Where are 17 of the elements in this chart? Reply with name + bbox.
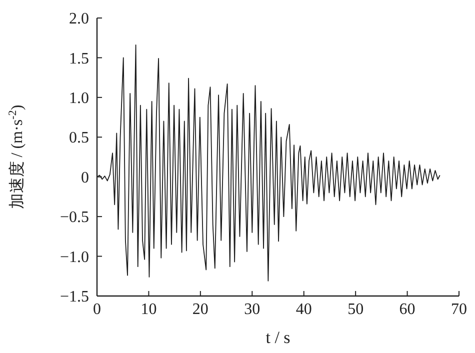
x-tick-label: 20 bbox=[192, 301, 208, 318]
y-tick-label: −0.5 bbox=[60, 209, 89, 226]
y-tick-label: 0 bbox=[81, 169, 89, 186]
x-tick-label: 10 bbox=[140, 301, 157, 318]
x-tick-label: 70 bbox=[451, 301, 467, 318]
y-tick-label: −1.0 bbox=[60, 248, 89, 266]
y-tick-label: 2.0 bbox=[69, 10, 89, 28]
y-tick-label: −1.5 bbox=[60, 288, 89, 306]
y-tick-label: 1.0 bbox=[69, 90, 89, 108]
y-tick-label: 1.5 bbox=[69, 50, 89, 68]
x-axis-title: t / s bbox=[266, 328, 290, 347]
x-tick-label: 40 bbox=[296, 301, 312, 318]
x-tick-label: 0 bbox=[93, 301, 101, 318]
y-tick-label: 0.5 bbox=[69, 130, 89, 147]
x-tick-label: 60 bbox=[399, 301, 416, 318]
x-tick-label: 30 bbox=[244, 301, 260, 318]
x-tick-label: 50 bbox=[348, 301, 364, 318]
